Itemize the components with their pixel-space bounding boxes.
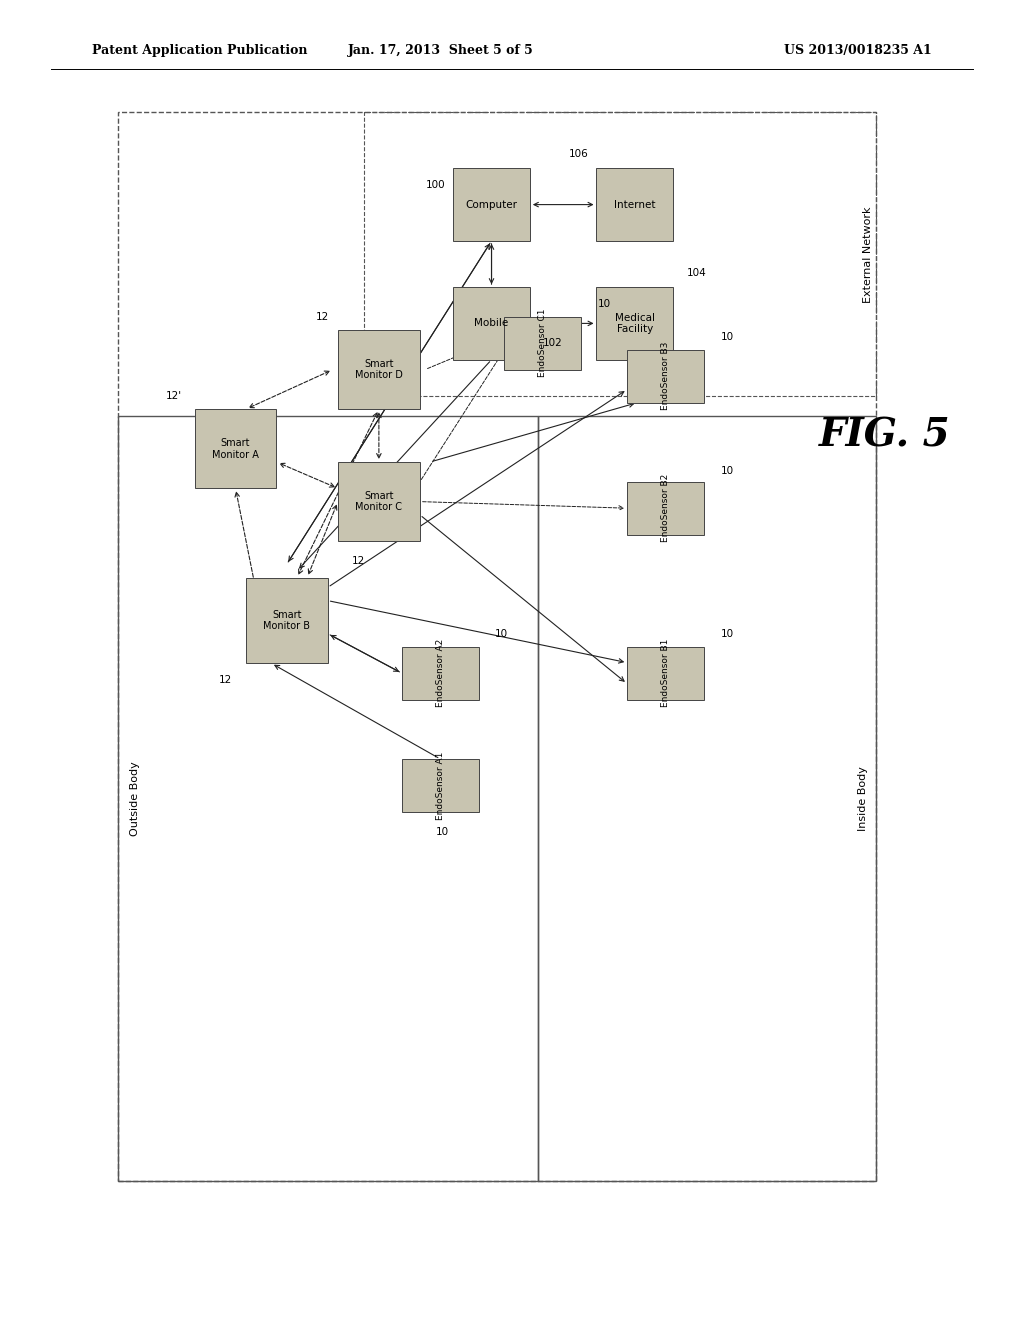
Text: EndoSensor C1: EndoSensor C1	[539, 309, 547, 378]
Text: Computer: Computer	[466, 199, 517, 210]
Text: Inside Body: Inside Body	[858, 766, 868, 832]
Text: 10: 10	[436, 826, 449, 837]
Text: EndoSensor B1: EndoSensor B1	[662, 639, 670, 708]
Text: Smart
Monitor B: Smart Monitor B	[263, 610, 310, 631]
Text: 106: 106	[568, 149, 589, 160]
FancyBboxPatch shape	[453, 286, 530, 359]
Text: Outside Body: Outside Body	[130, 762, 140, 836]
Text: Smart
Monitor C: Smart Monitor C	[355, 491, 402, 512]
Text: Medical
Facility: Medical Facility	[614, 313, 655, 334]
FancyBboxPatch shape	[338, 462, 420, 541]
Text: 10: 10	[721, 466, 733, 477]
FancyBboxPatch shape	[195, 409, 276, 488]
FancyBboxPatch shape	[505, 317, 582, 370]
Text: Jan. 17, 2013  Sheet 5 of 5: Jan. 17, 2013 Sheet 5 of 5	[347, 44, 534, 57]
Text: 12': 12'	[166, 391, 182, 401]
Text: 100: 100	[425, 180, 445, 190]
FancyBboxPatch shape	[401, 647, 479, 700]
Text: Internet: Internet	[614, 199, 655, 210]
Text: EndoSensor B3: EndoSensor B3	[662, 342, 670, 411]
Text: US 2013/0018235 A1: US 2013/0018235 A1	[784, 44, 932, 57]
Text: Patent Application Publication: Patent Application Publication	[92, 44, 307, 57]
Text: 10: 10	[721, 628, 733, 639]
Text: 102: 102	[543, 338, 563, 348]
FancyBboxPatch shape	[401, 759, 479, 812]
FancyBboxPatch shape	[627, 647, 705, 700]
Text: EndoSensor B2: EndoSensor B2	[662, 474, 670, 543]
Text: FIG. 5: FIG. 5	[819, 417, 951, 454]
Text: 104: 104	[686, 268, 707, 279]
Text: Smart
Monitor D: Smart Monitor D	[355, 359, 402, 380]
FancyBboxPatch shape	[453, 168, 530, 242]
FancyBboxPatch shape	[627, 350, 705, 403]
Text: 10: 10	[496, 628, 508, 639]
Text: Smart
Monitor A: Smart Monitor A	[212, 438, 259, 459]
Text: External Network: External Network	[863, 206, 873, 304]
Text: 12: 12	[352, 556, 365, 566]
FancyBboxPatch shape	[596, 286, 674, 359]
FancyBboxPatch shape	[246, 578, 328, 663]
FancyBboxPatch shape	[627, 482, 705, 535]
FancyBboxPatch shape	[596, 168, 674, 242]
Text: Mobile: Mobile	[474, 318, 509, 329]
Text: 12: 12	[219, 675, 231, 685]
Text: EndoSensor A1: EndoSensor A1	[436, 751, 444, 820]
Text: 10: 10	[721, 331, 733, 342]
Text: 12: 12	[316, 312, 329, 322]
Text: 10: 10	[598, 298, 610, 309]
Text: EndoSensor A2: EndoSensor A2	[436, 639, 444, 708]
FancyBboxPatch shape	[338, 330, 420, 409]
